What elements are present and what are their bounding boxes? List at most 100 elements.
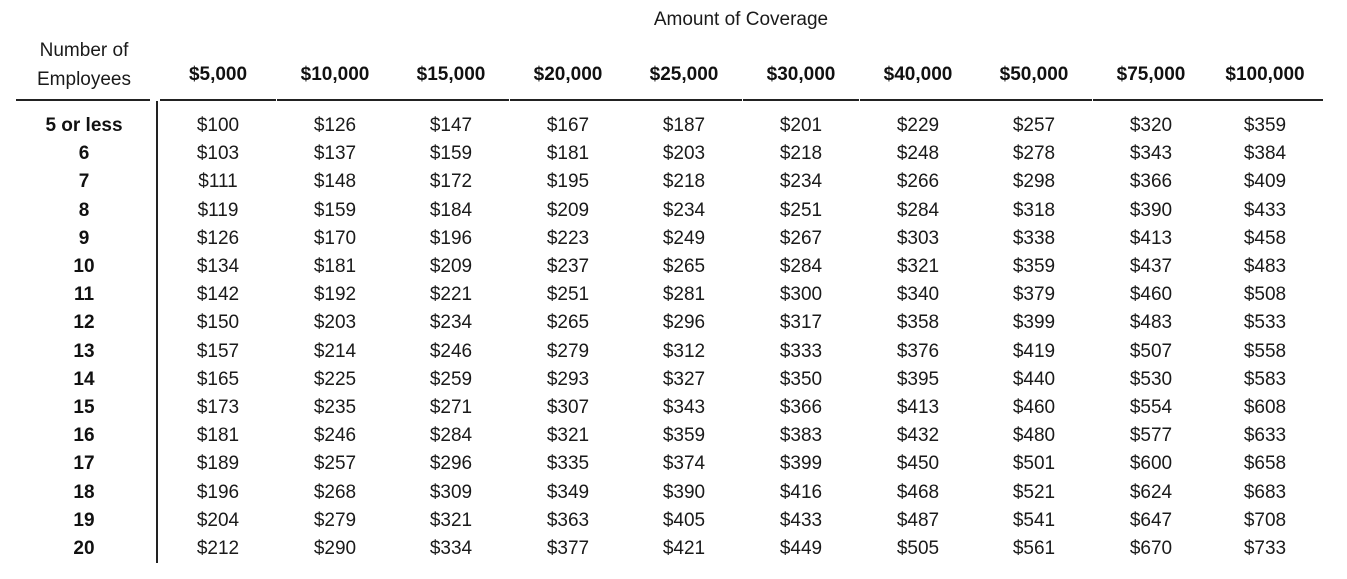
- row-label: 20: [73, 538, 95, 559]
- table-cell: $172: [429, 171, 473, 193]
- column-header: $30,000: [766, 64, 836, 85]
- table-cell: $624: [1129, 481, 1173, 503]
- table-cell: $234: [779, 171, 823, 193]
- column-header: $25,000: [649, 64, 719, 85]
- table-cell: $343: [662, 397, 706, 418]
- table-cell: $358: [896, 312, 940, 334]
- table-cell: $148: [313, 171, 357, 193]
- table-cell: $683: [1243, 481, 1287, 503]
- row-label: 19: [73, 509, 95, 531]
- table-cell: $221: [429, 284, 473, 306]
- table-cell: $303: [896, 227, 940, 249]
- header-rule: [976, 99, 1092, 101]
- table-cell: $390: [1129, 199, 1173, 221]
- table-cell: $196: [196, 481, 240, 503]
- header-rule: [1207, 99, 1323, 101]
- table-cell: $218: [662, 171, 706, 193]
- table-cell: $218: [779, 143, 823, 165]
- table-cell: $450: [896, 453, 940, 475]
- table-cell: $111: [198, 171, 238, 193]
- table-cell: $307: [546, 397, 590, 418]
- table-cell: $249: [662, 227, 706, 249]
- table-cell: $309: [429, 481, 473, 503]
- table-cell: $126: [196, 227, 240, 249]
- table-cell: $229: [896, 115, 940, 136]
- table-cell: $321: [429, 509, 473, 531]
- table-cell: $366: [1129, 171, 1173, 193]
- row-label: 8: [78, 199, 90, 221]
- table-cell: $487: [896, 509, 940, 531]
- row-label: 13: [73, 340, 95, 362]
- table-cell: $181: [196, 425, 240, 447]
- table-cell: $483: [1243, 256, 1287, 277]
- table-cell: $296: [662, 312, 706, 334]
- table-cell: $266: [896, 171, 940, 193]
- table-cell: $248: [896, 143, 940, 165]
- table-cell: $577: [1129, 425, 1173, 447]
- table-cell: $383: [779, 425, 823, 447]
- table-cell: $541: [1012, 509, 1056, 531]
- row-header-line: Employees: [37, 69, 131, 90]
- table-cell: $359: [1012, 256, 1056, 277]
- column-header: $20,000: [533, 64, 603, 85]
- table-cell: $192: [313, 284, 357, 306]
- table-cell: $257: [313, 453, 357, 475]
- table-cell: $349: [546, 481, 590, 503]
- table-cell: $458: [1243, 227, 1287, 249]
- table-cell: $335: [546, 453, 590, 475]
- table-cell: $419: [1012, 340, 1056, 362]
- table-cell: $203: [313, 312, 357, 334]
- table-cell: $259: [429, 368, 473, 390]
- table-cell: $421: [662, 538, 706, 559]
- table-cell: $237: [546, 256, 590, 277]
- table-cell: $184: [429, 199, 473, 221]
- super-header-amount-of-coverage: Amount of Coverage: [653, 9, 829, 30]
- table-cell: $126: [313, 115, 357, 136]
- table-cell: $432: [896, 425, 940, 447]
- table-cell: $279: [313, 509, 357, 531]
- table-cell: $251: [779, 199, 823, 221]
- table-cell: $633: [1243, 425, 1287, 447]
- row-label: 9: [78, 227, 90, 249]
- table-cell: $338: [1012, 227, 1056, 249]
- table-cell: $359: [662, 425, 706, 447]
- table-cell: $433: [1243, 199, 1287, 221]
- table-cell: $343: [1129, 143, 1173, 165]
- table-cell: $320: [1129, 115, 1173, 136]
- table-cell: $608: [1243, 397, 1287, 418]
- header-rule: [16, 99, 150, 101]
- table-cell: $395: [896, 368, 940, 390]
- header-rule: [277, 99, 393, 101]
- table-cell: $150: [196, 312, 240, 334]
- table-cell: $647: [1129, 509, 1173, 531]
- table-cell: $327: [662, 368, 706, 390]
- table-cell: $246: [313, 425, 357, 447]
- table-cell: $290: [313, 538, 357, 559]
- table-cell: $251: [546, 284, 590, 306]
- table-cell: $501: [1012, 453, 1056, 475]
- table-cell: $181: [313, 256, 357, 277]
- table-cell: $225: [313, 368, 357, 390]
- header-rule: [1093, 99, 1209, 101]
- table-cell: $583: [1243, 368, 1287, 390]
- table-cell: $318: [1012, 199, 1056, 221]
- table-cell: $267: [779, 227, 823, 249]
- table-cell: $333: [779, 340, 823, 362]
- table-cell: $284: [896, 199, 940, 221]
- table-cell: $334: [429, 538, 473, 559]
- table-cell: $209: [429, 256, 473, 277]
- table-cell: $189: [196, 453, 240, 475]
- table-cell: $558: [1243, 340, 1287, 362]
- row-header-line: Number of: [39, 40, 129, 61]
- table-cell: $293: [546, 368, 590, 390]
- header-rule: [160, 99, 276, 101]
- header-rule: [626, 99, 742, 101]
- column-header: $50,000: [999, 64, 1069, 85]
- table-cell: $374: [662, 453, 706, 475]
- table-cell: $195: [546, 171, 590, 193]
- table-cell: $103: [196, 143, 240, 165]
- table-cell: $733: [1243, 538, 1287, 559]
- table-cell: $449: [779, 538, 823, 559]
- column-header: $75,000: [1116, 64, 1186, 85]
- table-cell: $271: [429, 397, 473, 418]
